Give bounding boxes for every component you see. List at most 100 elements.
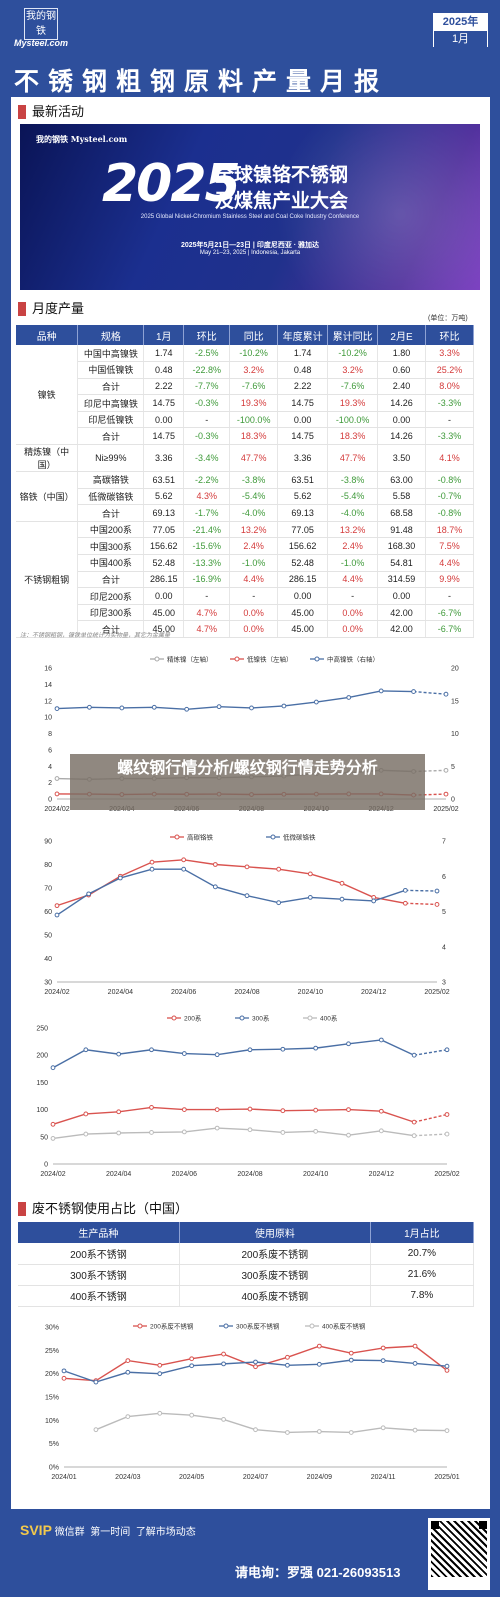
data-point[interactable] [151, 704, 157, 710]
data-point[interactable] [83, 1047, 89, 1053]
data-point[interactable] [93, 1427, 99, 1433]
data-point[interactable] [378, 1108, 384, 1114]
data-point[interactable] [313, 699, 319, 705]
data-point[interactable] [86, 891, 92, 897]
data-point[interactable] [444, 1428, 450, 1433]
data-point[interactable] [380, 1358, 386, 1363]
data-point[interactable] [316, 1343, 322, 1349]
data-point[interactable] [339, 896, 345, 902]
data-point[interactable] [285, 1362, 290, 1368]
data-point[interactable] [346, 1132, 351, 1138]
data-point[interactable] [281, 703, 287, 709]
vip-promo[interactable]: SVIP 微信群 第一时间 了解市场动态 [20, 1522, 196, 1538]
data-point[interactable] [280, 1130, 286, 1135]
data-point[interactable] [189, 1363, 195, 1369]
data-point[interactable] [378, 688, 384, 694]
data-point[interactable] [371, 898, 377, 904]
data-point[interactable] [444, 1368, 450, 1373]
data-point[interactable] [253, 1364, 258, 1370]
data-point[interactable] [149, 1047, 154, 1053]
data-point[interactable] [249, 705, 254, 711]
data-point[interactable] [117, 875, 123, 881]
data-point[interactable] [313, 1128, 319, 1134]
data-point[interactable] [54, 912, 60, 918]
data-point[interactable] [247, 1106, 253, 1112]
data-point[interactable] [149, 866, 155, 872]
data-point[interactable] [253, 1427, 258, 1433]
data-point[interactable] [83, 1131, 89, 1137]
data-point[interactable] [212, 884, 218, 890]
data-point[interactable] [444, 1363, 450, 1369]
data-point[interactable] [61, 1375, 67, 1381]
data-point[interactable] [157, 1362, 163, 1368]
data-point[interactable] [411, 1119, 417, 1125]
data-point[interactable] [444, 1131, 450, 1137]
data-point[interactable] [189, 1356, 195, 1362]
data-point[interactable] [402, 887, 408, 893]
data-point[interactable] [411, 1133, 417, 1139]
data-point[interactable] [313, 1045, 319, 1051]
data-point[interactable] [214, 1107, 220, 1112]
data-point[interactable] [125, 1414, 131, 1419]
data-point[interactable] [181, 1051, 187, 1056]
data-point[interactable] [443, 767, 449, 773]
data-point[interactable] [378, 1037, 384, 1043]
data-point[interactable] [221, 1361, 226, 1367]
data-point[interactable] [149, 859, 155, 865]
data-point[interactable] [212, 862, 218, 867]
data-point[interactable] [380, 1345, 386, 1351]
data-point[interactable] [412, 1427, 418, 1433]
data-point[interactable] [434, 902, 440, 907]
data-point[interactable] [214, 1125, 220, 1131]
mysteel-logo[interactable]: 我的钢铁 Mysteel.com [14, 8, 76, 48]
data-point[interactable] [247, 1047, 253, 1053]
data-point[interactable] [412, 1361, 418, 1366]
data-point[interactable] [285, 1354, 290, 1360]
data-point[interactable] [402, 900, 408, 906]
data-point[interactable] [348, 1350, 354, 1356]
data-point[interactable] [276, 900, 282, 906]
data-point[interactable] [149, 1130, 154, 1135]
data-point[interactable] [149, 1105, 154, 1110]
qr-code[interactable] [428, 1518, 490, 1590]
data-point[interactable] [50, 1065, 56, 1071]
data-point[interactable] [50, 1136, 56, 1141]
data-point[interactable] [54, 791, 60, 797]
data-point[interactable] [307, 871, 313, 877]
data-point[interactable] [253, 1359, 258, 1365]
data-point[interactable] [339, 880, 345, 886]
data-point[interactable] [221, 1351, 226, 1357]
data-point[interactable] [443, 691, 449, 697]
data-point[interactable] [189, 1412, 195, 1418]
data-point[interactable] [444, 1047, 450, 1053]
data-point[interactable] [443, 791, 449, 797]
data-point[interactable] [444, 1112, 450, 1117]
data-point[interactable] [348, 1357, 354, 1363]
data-point[interactable] [87, 704, 92, 710]
data-point[interactable] [50, 1121, 56, 1127]
data-point[interactable] [313, 1107, 319, 1113]
data-point[interactable] [380, 1425, 386, 1431]
event-banner[interactable]: 我的钢铁 Mysteel.com 2025 全球镍铬不锈钢 及煤焦产业大会 20… [20, 124, 480, 290]
data-point[interactable] [125, 1369, 131, 1375]
data-point[interactable] [244, 864, 250, 870]
data-point[interactable] [125, 1358, 131, 1363]
data-point[interactable] [116, 1130, 122, 1136]
contact-phone[interactable]: 请电询：罗强 021-26093513 [235, 1565, 401, 1580]
data-point[interactable] [116, 1109, 122, 1115]
data-point[interactable] [411, 689, 416, 694]
data-point[interactable] [316, 1429, 322, 1434]
data-point[interactable] [93, 1379, 99, 1385]
data-point[interactable] [316, 1361, 322, 1367]
data-point[interactable] [280, 1046, 286, 1052]
data-point[interactable] [181, 866, 187, 872]
data-point[interactable] [54, 903, 60, 909]
data-point[interactable] [411, 1052, 417, 1058]
data-point[interactable] [184, 706, 190, 712]
data-point[interactable] [346, 1041, 351, 1047]
data-point[interactable] [54, 776, 60, 781]
data-point[interactable] [346, 695, 352, 700]
data-point[interactable] [412, 1343, 418, 1349]
data-point[interactable] [221, 1417, 226, 1422]
data-point[interactable] [280, 1108, 286, 1114]
